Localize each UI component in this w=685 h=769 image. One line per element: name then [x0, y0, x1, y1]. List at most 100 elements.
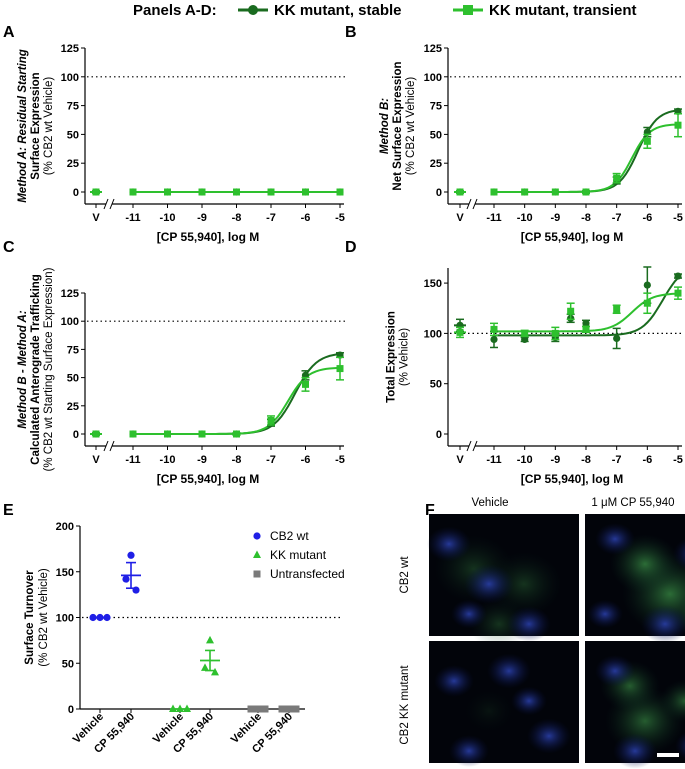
- y-axis-label: Method A: Residual Starting: [17, 49, 29, 203]
- data-point-transient: [490, 325, 498, 333]
- x-tick-label: -7: [266, 212, 276, 224]
- panel-A: 0 25 50 75 100 125 Method A: Residual Starting…: [17, 43, 346, 244]
- x-tick-label: V: [456, 212, 464, 224]
- micrograph: [585, 514, 685, 644]
- nucleus: [675, 732, 685, 760]
- data-point-transient: [92, 430, 100, 438]
- fit-curve: [133, 353, 341, 435]
- y-tick-label: 25: [67, 158, 79, 170]
- data-point-transient: [456, 328, 464, 336]
- x-tick-label: -10: [517, 212, 533, 224]
- data-point-transient: [521, 188, 529, 196]
- panel-F: Vehicle 1 μM CP 55,940 CB2 wt CB2 KK mutant: [399, 497, 685, 769]
- y-axis-label: (% CB2 wt Vehicle): [405, 77, 417, 176]
- y-tick-label: 125: [61, 288, 79, 300]
- y-tick-label: 125: [61, 43, 79, 55]
- nucleus: [464, 564, 514, 604]
- x-tick-label: -6: [301, 454, 311, 466]
- data-point-transient: [92, 188, 100, 196]
- data-point-transient: [233, 188, 240, 196]
- x-tick-label: -6: [642, 454, 652, 466]
- column-label: Vehicle: [471, 497, 508, 509]
- x-tick-label: -8: [581, 454, 591, 466]
- data-point-transient: [643, 137, 651, 145]
- data-point-transient: [198, 430, 206, 438]
- x-axis-label: [CP 55,940], log M: [157, 472, 259, 486]
- data-point-transient: [521, 329, 529, 337]
- panel-letter-B: B: [345, 24, 357, 41]
- x-tick-label: -9: [550, 212, 560, 224]
- panel-E: 0 50 100 150 200 Surface Turnover (% CB2 wt Ve…: [24, 521, 345, 756]
- data-point-transient: [582, 325, 590, 333]
- data-point: [211, 667, 219, 676]
- axis-break: [466, 440, 472, 452]
- data-point: [201, 663, 209, 671]
- x-tick-label: -5: [673, 212, 683, 224]
- nucleus: [595, 655, 635, 687]
- y-axis-label: Method B - Method A:: [17, 310, 29, 429]
- y-tick-label: 50: [430, 129, 442, 141]
- data-point-transient: [302, 380, 309, 388]
- legend-entry: Untransfected: [270, 567, 345, 581]
- axis-break: [109, 198, 115, 210]
- y-tick-label: 75: [67, 101, 79, 113]
- data-point-stable: [490, 335, 498, 344]
- data-point-transient: [613, 174, 621, 182]
- y-tick-label: 25: [430, 158, 442, 170]
- fit-curve: [494, 109, 679, 193]
- nucleus: [595, 523, 635, 555]
- legend-E: CB2 wt KK mutant Untransfected: [253, 529, 345, 581]
- data-point-stable: [521, 335, 529, 344]
- micrograph: [427, 514, 579, 650]
- y-tick-label: 0: [68, 704, 74, 716]
- data-point-transient: [129, 430, 137, 438]
- data-point-transient: [551, 188, 559, 196]
- nucleus: [434, 665, 474, 697]
- data-point-transient: [164, 430, 171, 438]
- y-tick-label: 0: [436, 187, 442, 199]
- y-tick-label: 100: [56, 613, 74, 625]
- x-tick-label: -5: [673, 454, 683, 466]
- data-point-transient: [456, 188, 464, 196]
- x-tick-label: -5: [335, 454, 345, 466]
- data-point: [127, 551, 135, 559]
- data-point-transient: [129, 188, 137, 196]
- data-point-transient: [582, 188, 590, 196]
- x-tick-label: -9: [550, 454, 560, 466]
- data-point-transient: [613, 305, 621, 313]
- y-tick-label: 50: [62, 658, 74, 670]
- panel-C: 0 25 50 75 100 125 Method B - Method A: Calcula…: [17, 267, 346, 486]
- y-axis-label: (% CB2 wt Vehicle): [38, 568, 50, 667]
- y-axis-label: Calculated Anterograde Trafficking: [30, 274, 42, 465]
- nucleus: [641, 604, 685, 644]
- y-tick-label: 100: [424, 328, 442, 340]
- x-tick-label: -8: [232, 454, 242, 466]
- y-tick-label: 150: [424, 278, 442, 290]
- x-tick-label: -9: [197, 454, 207, 466]
- legend-entry: KK mutant, transient: [489, 2, 637, 19]
- data-point-transient: [302, 188, 309, 196]
- x-tick-label: -7: [612, 454, 622, 466]
- data-point-transient: [567, 307, 575, 315]
- legend-entry: KK mutant, stable: [274, 2, 402, 19]
- x-tick-label: -10: [517, 454, 533, 466]
- x-tick-label: -11: [125, 212, 140, 224]
- y-tick-label: 50: [67, 373, 79, 385]
- x-tick-label: -5: [335, 212, 345, 224]
- data-point-stable: [582, 319, 590, 327]
- axis-break: [472, 198, 478, 210]
- data-point: [206, 635, 214, 644]
- y-tick-label: 50: [67, 129, 79, 141]
- x-axis-label: [CP 55,940], log M: [157, 230, 259, 244]
- y-axis-label: (% CB2 wt Vehicle): [43, 77, 55, 176]
- x-tick-label: -8: [232, 212, 242, 224]
- y-axis-label: (% Vehicle): [399, 328, 411, 386]
- nucleus: [449, 735, 489, 767]
- legend-entry: CB2 wt: [270, 529, 309, 543]
- data-point-transient: [551, 329, 559, 337]
- legend: Panels A-D: KK mutant, stable KK mutant, t…: [133, 2, 637, 19]
- nucleus: [587, 599, 623, 629]
- x-tick-label: -10: [160, 212, 176, 224]
- x-tick-label: V: [92, 212, 100, 224]
